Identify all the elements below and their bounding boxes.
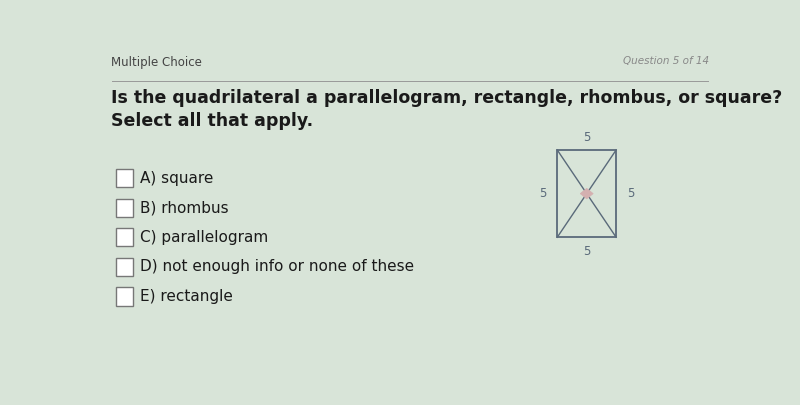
- FancyBboxPatch shape: [115, 169, 133, 187]
- FancyBboxPatch shape: [115, 228, 133, 246]
- Polygon shape: [580, 188, 593, 199]
- FancyBboxPatch shape: [115, 258, 133, 276]
- Text: Multiple Choice: Multiple Choice: [111, 56, 202, 69]
- Text: A) square: A) square: [140, 171, 214, 185]
- FancyBboxPatch shape: [115, 198, 133, 217]
- Text: D) not enough info or none of these: D) not enough info or none of these: [140, 259, 414, 275]
- Text: Is the quadrilateral a parallelogram, rectangle, rhombus, or square?
Select all : Is the quadrilateral a parallelogram, re…: [111, 89, 782, 130]
- Text: 5: 5: [627, 187, 634, 200]
- Text: B) rhombus: B) rhombus: [140, 200, 229, 215]
- Text: Question 5 of 14: Question 5 of 14: [622, 56, 709, 66]
- FancyBboxPatch shape: [115, 288, 133, 305]
- Text: E) rectangle: E) rectangle: [140, 289, 233, 304]
- Text: 5: 5: [583, 245, 590, 258]
- Text: 5: 5: [538, 187, 546, 200]
- Text: 5: 5: [583, 131, 590, 144]
- Text: C) parallelogram: C) parallelogram: [140, 230, 269, 245]
